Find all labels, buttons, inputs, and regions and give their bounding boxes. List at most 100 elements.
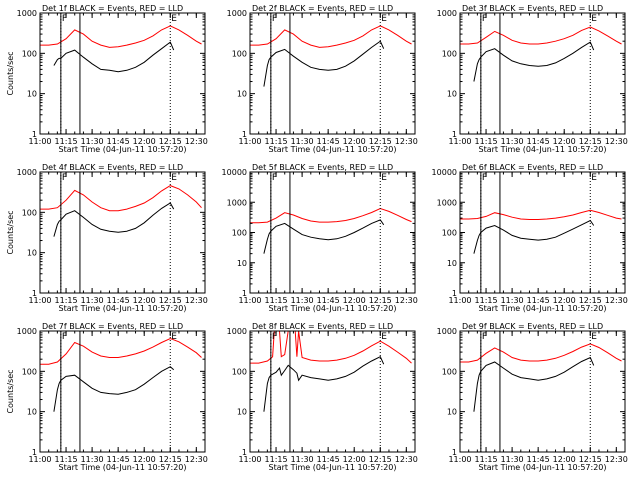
series-line-lld (250, 331, 412, 364)
y-tick-label: 1000 (227, 327, 247, 336)
x-tick-label: 11:15 (55, 455, 78, 464)
y-tick-label: 10000 (432, 168, 457, 177)
x-tick-label: 11:00 (448, 296, 471, 305)
x-tick-label: 12:15 (579, 296, 602, 305)
marker-label: F (482, 173, 487, 183)
y-tick-label: 10 (237, 408, 247, 417)
plot-frame (39, 330, 206, 453)
y-tick-label: 10 (27, 408, 37, 417)
marker-label: F (272, 14, 277, 24)
chart-title: Det 2f BLACK = Events, RED = LLD (252, 4, 393, 13)
plot-frame (249, 171, 416, 294)
x-tick-label: 11:00 (28, 296, 51, 305)
marker-label: E (171, 173, 177, 183)
x-tick-label: 11:45 (107, 455, 130, 464)
y-tick-label: 1000 (437, 198, 457, 207)
x-tick-label: 12:30 (395, 455, 418, 464)
y-tick-label: 100 (442, 49, 457, 58)
y-tick-label: 10 (27, 90, 37, 99)
x-tick-label: 12:00 (553, 455, 576, 464)
x-tick-label: 12:00 (553, 296, 576, 305)
x-tick-label: 11:45 (107, 296, 130, 305)
y-tick-label: 100 (22, 208, 37, 217)
y-tick-label: 10000 (222, 168, 247, 177)
x-tick-label: 11:45 (317, 296, 340, 305)
x-tick-label: 12:30 (185, 455, 208, 464)
y-tick-label: 1 (242, 448, 247, 457)
x-axis-label: Start Time (04-Jun-11 10:57:20) (479, 145, 607, 154)
y-tick-label: 1000 (227, 9, 247, 18)
plot-frame (39, 171, 206, 294)
y-tick-label: 100 (22, 367, 37, 376)
x-tick-label: 11:00 (238, 455, 261, 464)
x-tick-label: 12:00 (133, 296, 156, 305)
series-line-lld (250, 207, 412, 224)
series-line-events (263, 356, 385, 412)
marker-label: F (272, 332, 277, 342)
y-axis-label: Counts/sec (6, 210, 15, 254)
series-line-events (53, 41, 175, 73)
x-tick-label: 11:15 (265, 296, 288, 305)
y-tick-label: 1 (452, 289, 457, 298)
chart-title: Det 9f BLACK = Events, RED = LLD (462, 322, 603, 331)
x-tick-label: 11:15 (475, 296, 498, 305)
y-tick-label: 1 (32, 448, 37, 457)
y-tick-label: 1000 (17, 9, 37, 18)
chart-title: Det 5f BLACK = Events, RED = LLD (252, 163, 393, 172)
x-tick-label: 11:15 (55, 137, 78, 146)
series-line-events (53, 366, 175, 412)
marker-label: E (591, 14, 597, 24)
x-tick-label: 11:30 (501, 296, 524, 305)
y-tick-label: 1000 (227, 198, 247, 207)
y-tick-label: 100 (232, 49, 247, 58)
x-tick-label: 11:45 (107, 137, 130, 146)
x-tick-label: 11:30 (291, 137, 314, 146)
x-axis-label: Start Time (04-Jun-11 10:57:20) (59, 145, 187, 154)
y-tick-label: 100 (442, 367, 457, 376)
y-tick-label: 1 (32, 130, 37, 139)
x-axis-label: Start Time (04-Jun-11 10:57:20) (269, 304, 397, 313)
y-tick-label: 1 (452, 448, 457, 457)
y-tick-label: 100 (232, 229, 247, 238)
chart-title: Det 6f BLACK = Events, RED = LLD (462, 163, 603, 172)
x-tick-label: 11:15 (475, 455, 498, 464)
y-tick-label: 1000 (17, 327, 37, 336)
y-tick-label: 100 (232, 367, 247, 376)
y-tick-label: 1 (32, 289, 37, 298)
x-tick-label: 12:30 (185, 296, 208, 305)
x-tick-label: 12:30 (605, 455, 628, 464)
marker-label: F (62, 173, 67, 183)
y-axis-label: Counts/sec (6, 51, 15, 95)
series-line-lld (40, 25, 202, 48)
plot-frame (249, 330, 416, 453)
y-tick-label: 10 (27, 249, 37, 258)
series-line-lld (460, 343, 622, 363)
marker-label: E (591, 173, 597, 183)
x-tick-label: 12:30 (605, 296, 628, 305)
x-tick-label: 11:15 (55, 296, 78, 305)
plot-frame (459, 171, 626, 294)
series-line-lld (460, 26, 622, 45)
series-line-lld (250, 25, 412, 48)
y-axis-label: Counts/sec (6, 369, 15, 413)
y-tick-label: 1 (242, 289, 247, 298)
x-tick-label: 12:15 (159, 296, 182, 305)
x-tick-label: 11:45 (317, 455, 340, 464)
marker-label: E (381, 173, 387, 183)
series-line-events (473, 41, 595, 82)
x-axis-label: Start Time (04-Jun-11 10:57:20) (269, 145, 397, 154)
marker-label: E (381, 14, 387, 24)
chart-title: Det 7f BLACK = Events, RED = LLD (42, 322, 183, 331)
x-tick-label: 11:15 (265, 137, 288, 146)
series-line-lld (40, 337, 202, 365)
chart-title: Det 3f BLACK = Events, RED = LLD (462, 4, 603, 13)
